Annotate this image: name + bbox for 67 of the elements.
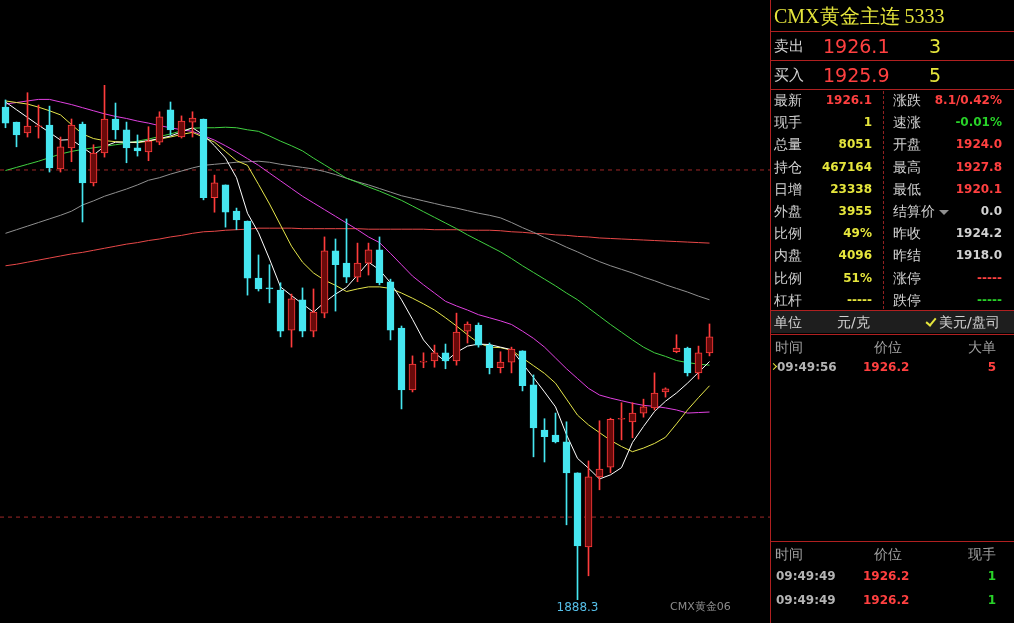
text: CMX黄金06 xyxy=(670,600,731,614)
text: 内盘 xyxy=(774,247,802,264)
text: 美元/盘司 xyxy=(939,314,1000,330)
text: 3 xyxy=(929,35,942,57)
text: 49% xyxy=(843,226,872,241)
text: 买入 xyxy=(774,66,804,84)
text: 1926.2 xyxy=(863,593,910,607)
text: 涨跌 xyxy=(893,92,921,108)
text: CMX黄金主连 5333 xyxy=(774,5,945,27)
text: 开盘 xyxy=(893,136,921,153)
text: 现手 xyxy=(968,546,996,562)
text: 1 xyxy=(987,593,996,607)
text: 卖出 xyxy=(774,37,804,55)
text: 结算价 xyxy=(893,203,935,219)
text: 5 xyxy=(929,64,942,86)
text: 昨收 xyxy=(893,225,921,242)
text: ----- xyxy=(847,292,872,307)
text: 467164 xyxy=(821,159,872,174)
text: 8051 xyxy=(838,137,872,152)
text: 速涨 xyxy=(893,114,921,131)
text: 1925.9 xyxy=(823,64,890,86)
text: 外盘 xyxy=(774,203,802,219)
text: 0.0 xyxy=(980,204,1002,218)
text: 最低 xyxy=(893,180,921,197)
text: -0.01% xyxy=(955,115,1002,130)
text: 09:49:49 xyxy=(776,569,836,583)
text: 1 xyxy=(987,569,996,583)
text: ----- xyxy=(977,270,1002,285)
text: 涨停 xyxy=(893,269,921,286)
text: 09:49:49 xyxy=(776,593,836,607)
text: 元/克 xyxy=(837,314,870,330)
text: 1924.2 xyxy=(955,226,1002,241)
text: 8.1/0.42% xyxy=(934,93,1002,107)
text: 单位 xyxy=(774,314,802,330)
text: 1918.0 xyxy=(955,248,1002,263)
annotation: 1888.3 xyxy=(556,600,599,615)
text: 1927.8 xyxy=(955,159,1002,174)
text: 跌停 xyxy=(893,291,921,308)
text: 时间 xyxy=(775,339,803,355)
text: 4096 xyxy=(838,248,872,263)
text: 5 xyxy=(987,360,996,374)
text: 1924.0 xyxy=(955,137,1002,152)
text: 持仓 xyxy=(774,158,802,175)
text: 杠杆 xyxy=(774,291,802,308)
text: 1920.1 xyxy=(955,181,1002,196)
text: 1926.1 xyxy=(823,35,890,57)
text: 比例 xyxy=(774,225,802,242)
text: 昨结 xyxy=(893,247,921,264)
text: 23338 xyxy=(830,181,872,196)
text: 大单 xyxy=(968,339,996,355)
text: 时间 xyxy=(775,546,803,562)
text: ----- xyxy=(977,292,1002,307)
text: 09:49:56 xyxy=(777,360,837,374)
text: 1926.2 xyxy=(863,569,910,583)
text: 3955 xyxy=(838,204,872,218)
text: 价位 xyxy=(874,546,902,562)
text: 现手 xyxy=(774,114,802,131)
text: 总量 xyxy=(774,136,802,153)
text: 比例 xyxy=(774,269,802,286)
text: 51% xyxy=(843,270,872,285)
text: 最新 xyxy=(774,92,802,108)
text: 1 xyxy=(863,115,872,130)
text: 1926.2 xyxy=(863,360,910,374)
text: 1926.1 xyxy=(825,93,872,107)
text: 日增 xyxy=(774,180,802,197)
text: 最高 xyxy=(893,158,921,175)
text: 价位 xyxy=(874,339,902,355)
